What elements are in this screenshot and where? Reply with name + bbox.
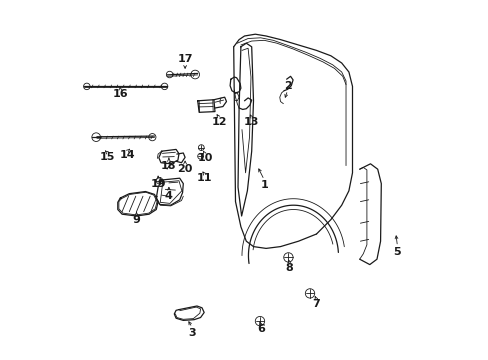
Text: 1: 1 (260, 180, 267, 190)
Text: 7: 7 (312, 299, 320, 309)
Text: 14: 14 (120, 150, 135, 160)
Text: 6: 6 (256, 324, 264, 334)
Text: 10: 10 (197, 153, 212, 163)
Text: 12: 12 (211, 117, 226, 127)
Text: 18: 18 (161, 161, 176, 171)
Text: 19: 19 (150, 179, 165, 189)
Text: 15: 15 (100, 152, 115, 162)
Text: 3: 3 (188, 328, 196, 338)
Text: 8: 8 (285, 263, 293, 273)
Text: 13: 13 (244, 117, 259, 127)
Text: 17: 17 (177, 54, 192, 64)
Text: 20: 20 (177, 164, 192, 174)
Text: 9: 9 (132, 215, 140, 225)
Text: 4: 4 (164, 191, 172, 201)
Text: 16: 16 (112, 89, 128, 99)
Text: 5: 5 (393, 247, 401, 257)
Text: 11: 11 (197, 173, 212, 183)
Text: 2: 2 (283, 81, 291, 91)
